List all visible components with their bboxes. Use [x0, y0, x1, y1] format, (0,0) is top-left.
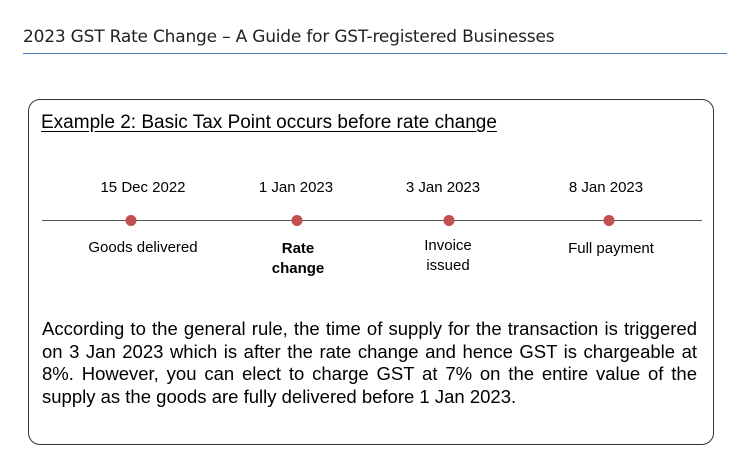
timeline-marker-1	[125, 215, 137, 226]
timeline-event-1-line1: Goods delivered	[88, 239, 198, 256]
timeline-line	[42, 220, 702, 221]
timeline-event-2-line1: Rate	[281, 240, 315, 257]
timeline-marker-2	[291, 215, 303, 226]
timeline-marker-4	[603, 215, 615, 226]
timeline-date-1: 15 Dec 2022	[100, 179, 186, 196]
page-header-title: 2023 GST Rate Change – A Guide for GST-r…	[23, 27, 555, 47]
timeline-event-2-line2: change	[271, 260, 325, 277]
example-box	[28, 99, 714, 445]
timeline-date-3: 3 Jan 2023	[405, 179, 481, 196]
timeline-event-2: Rate change	[272, 239, 325, 279]
example-title: Example 2: Basic Tax Point occurs before…	[41, 112, 497, 133]
timeline-date-4: 8 Jan 2023	[568, 179, 644, 196]
timeline-event-4: Full payment	[568, 239, 654, 259]
timeline-event-3-line1: Invoice	[424, 237, 472, 254]
example-explanation: According to the general rule, the time …	[42, 318, 697, 407]
timeline-marker-3	[443, 215, 455, 226]
timeline-event-3-line2: issued	[426, 257, 470, 274]
timeline-event-3: Invoice issued	[424, 236, 472, 276]
timeline-event-4-line1: Full payment	[568, 240, 654, 257]
timeline-event-1: Goods delivered	[88, 238, 197, 258]
header-divider	[23, 53, 727, 54]
timeline-date-2: 1 Jan 2023	[258, 179, 334, 196]
